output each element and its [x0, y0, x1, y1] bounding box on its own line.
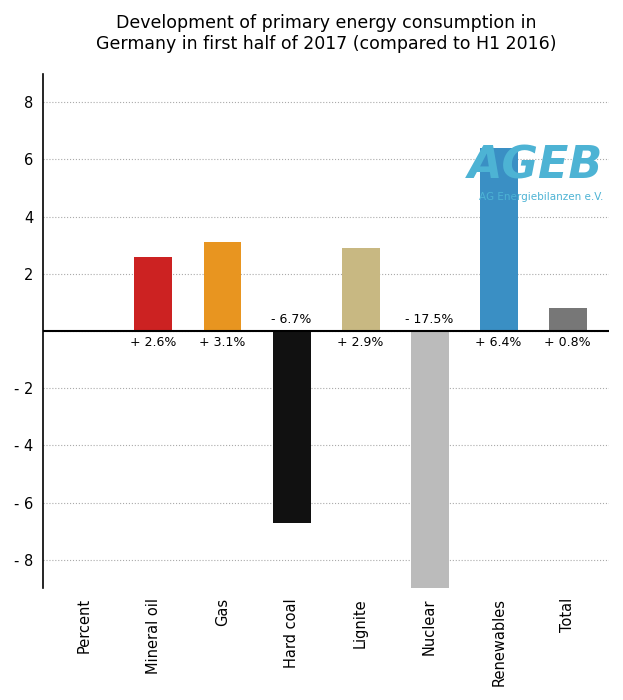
- Text: + 6.4%: + 6.4%: [475, 336, 522, 349]
- Text: - 6.7%: - 6.7%: [272, 313, 312, 326]
- Text: AGEB: AGEB: [468, 145, 604, 188]
- Bar: [135, 257, 173, 331]
- Bar: [341, 248, 379, 331]
- Text: + 0.8%: + 0.8%: [545, 336, 591, 349]
- Bar: [411, 331, 449, 700]
- Title: Development of primary energy consumption in
Germany in first half of 2017 (comp: Development of primary energy consumptio…: [96, 14, 556, 52]
- Bar: [204, 242, 242, 331]
- Bar: [549, 308, 587, 331]
- Text: + 2.9%: + 2.9%: [338, 336, 384, 349]
- Text: + 2.6%: + 2.6%: [130, 336, 177, 349]
- Text: AG Energiebilanzen e.V.: AG Energiebilanzen e.V.: [479, 193, 604, 202]
- Text: - 17.5%: - 17.5%: [406, 313, 454, 326]
- Bar: [480, 148, 518, 331]
- Bar: [272, 331, 310, 523]
- Text: + 3.1%: + 3.1%: [199, 336, 245, 349]
